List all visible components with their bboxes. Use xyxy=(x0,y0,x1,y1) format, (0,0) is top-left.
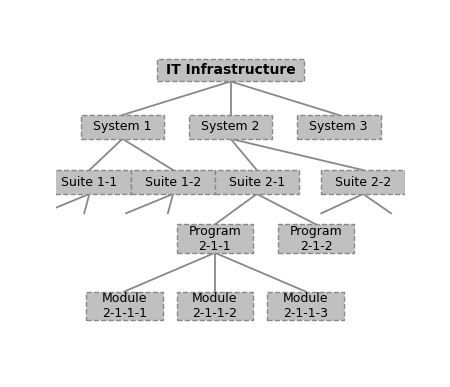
FancyBboxPatch shape xyxy=(131,170,215,194)
Text: Module
2-1-1-1: Module 2-1-1-1 xyxy=(102,292,147,320)
Text: System 1: System 1 xyxy=(93,120,152,134)
FancyBboxPatch shape xyxy=(81,115,164,139)
FancyBboxPatch shape xyxy=(86,291,162,320)
FancyBboxPatch shape xyxy=(189,115,273,139)
Text: System 3: System 3 xyxy=(310,120,368,134)
FancyBboxPatch shape xyxy=(176,291,253,320)
Text: IT Infrastructure: IT Infrastructure xyxy=(166,63,296,77)
Text: Module
2-1-1-2: Module 2-1-1-2 xyxy=(192,292,238,320)
Text: Module
2-1-1-3: Module 2-1-1-3 xyxy=(283,292,328,320)
Text: Program
2-1-2: Program 2-1-2 xyxy=(290,224,342,253)
FancyBboxPatch shape xyxy=(297,115,381,139)
Text: Suite 2-2: Suite 2-2 xyxy=(335,176,391,188)
FancyBboxPatch shape xyxy=(267,291,344,320)
Text: Suite 2-1: Suite 2-1 xyxy=(229,176,285,188)
Text: Suite 1-2: Suite 1-2 xyxy=(145,176,201,188)
FancyBboxPatch shape xyxy=(176,224,253,253)
FancyBboxPatch shape xyxy=(158,59,304,81)
Text: Program
2-1-1: Program 2-1-1 xyxy=(189,224,241,253)
Text: System 2: System 2 xyxy=(202,120,260,134)
FancyBboxPatch shape xyxy=(48,170,131,194)
FancyBboxPatch shape xyxy=(215,170,299,194)
Text: Suite 1-1: Suite 1-1 xyxy=(61,176,117,188)
FancyBboxPatch shape xyxy=(278,224,355,253)
FancyBboxPatch shape xyxy=(321,170,405,194)
